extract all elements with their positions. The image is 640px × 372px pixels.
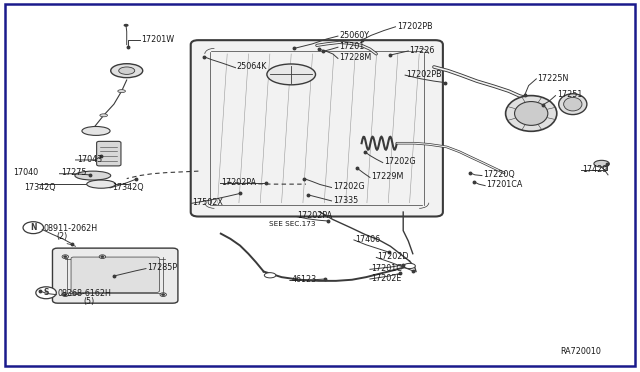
Text: 17251: 17251 [557,90,582,99]
Ellipse shape [64,256,67,257]
Text: 17202G: 17202G [333,182,364,191]
Ellipse shape [111,64,143,78]
FancyBboxPatch shape [52,248,178,303]
Text: 17202PB: 17202PB [397,22,433,31]
Ellipse shape [99,255,106,259]
Text: 17220Q: 17220Q [483,170,515,179]
Text: 17202E: 17202E [371,274,401,283]
Text: 17342Q: 17342Q [112,183,143,192]
Text: 17429: 17429 [582,165,608,174]
Text: S: S [44,288,49,297]
FancyBboxPatch shape [71,257,159,292]
Text: RA720010: RA720010 [560,347,601,356]
Ellipse shape [559,94,587,115]
Ellipse shape [264,273,276,278]
Ellipse shape [594,160,609,167]
Text: 17201CA: 17201CA [486,180,523,189]
Ellipse shape [506,96,557,131]
Text: 17502X: 17502X [192,198,223,207]
Ellipse shape [82,126,110,135]
Text: 17202G: 17202G [384,157,415,166]
Text: 17202PA: 17202PA [221,178,256,187]
Ellipse shape [119,67,135,74]
Text: 17229M: 17229M [371,172,404,181]
Text: 17043: 17043 [77,155,102,164]
Text: SEE SEC.173: SEE SEC.173 [269,221,316,227]
Text: 17202PB: 17202PB [406,70,442,79]
Ellipse shape [161,294,165,296]
Text: 25064K: 25064K [237,62,267,71]
Text: 46123: 46123 [291,275,316,284]
Ellipse shape [118,90,125,93]
Ellipse shape [87,180,116,188]
Text: (2): (2) [56,232,68,241]
Ellipse shape [36,287,56,299]
Ellipse shape [62,293,68,296]
Text: 25060Y: 25060Y [339,31,369,40]
Text: 17228M: 17228M [339,53,371,62]
Text: 08911-2062H: 08911-2062H [44,224,98,233]
Text: 17202D: 17202D [378,252,409,261]
Text: 17225N: 17225N [538,74,569,83]
Text: N: N [30,223,36,232]
Ellipse shape [515,102,548,125]
Ellipse shape [101,256,104,257]
Ellipse shape [124,24,128,26]
Text: 17226: 17226 [410,46,435,55]
Text: 17275: 17275 [61,169,86,177]
FancyBboxPatch shape [191,40,443,217]
Text: 17406: 17406 [355,235,380,244]
Text: 17201: 17201 [339,42,364,51]
Text: 17285P: 17285P [147,263,177,272]
Ellipse shape [404,263,415,269]
Text: 17040: 17040 [13,169,38,177]
Ellipse shape [564,97,582,111]
Ellipse shape [100,114,108,117]
FancyBboxPatch shape [97,141,121,166]
Text: 17202PA: 17202PA [298,211,333,220]
Ellipse shape [62,255,68,259]
Text: (5): (5) [83,297,95,306]
Text: 17201C: 17201C [371,264,402,273]
Ellipse shape [64,294,67,296]
Ellipse shape [267,64,316,85]
Ellipse shape [23,222,44,234]
Ellipse shape [75,171,111,180]
Text: 17342Q: 17342Q [24,183,56,192]
Ellipse shape [160,293,166,296]
Text: 17335: 17335 [333,196,358,205]
Text: 08368-6162H: 08368-6162H [58,289,111,298]
Text: 17201W: 17201W [141,35,174,44]
